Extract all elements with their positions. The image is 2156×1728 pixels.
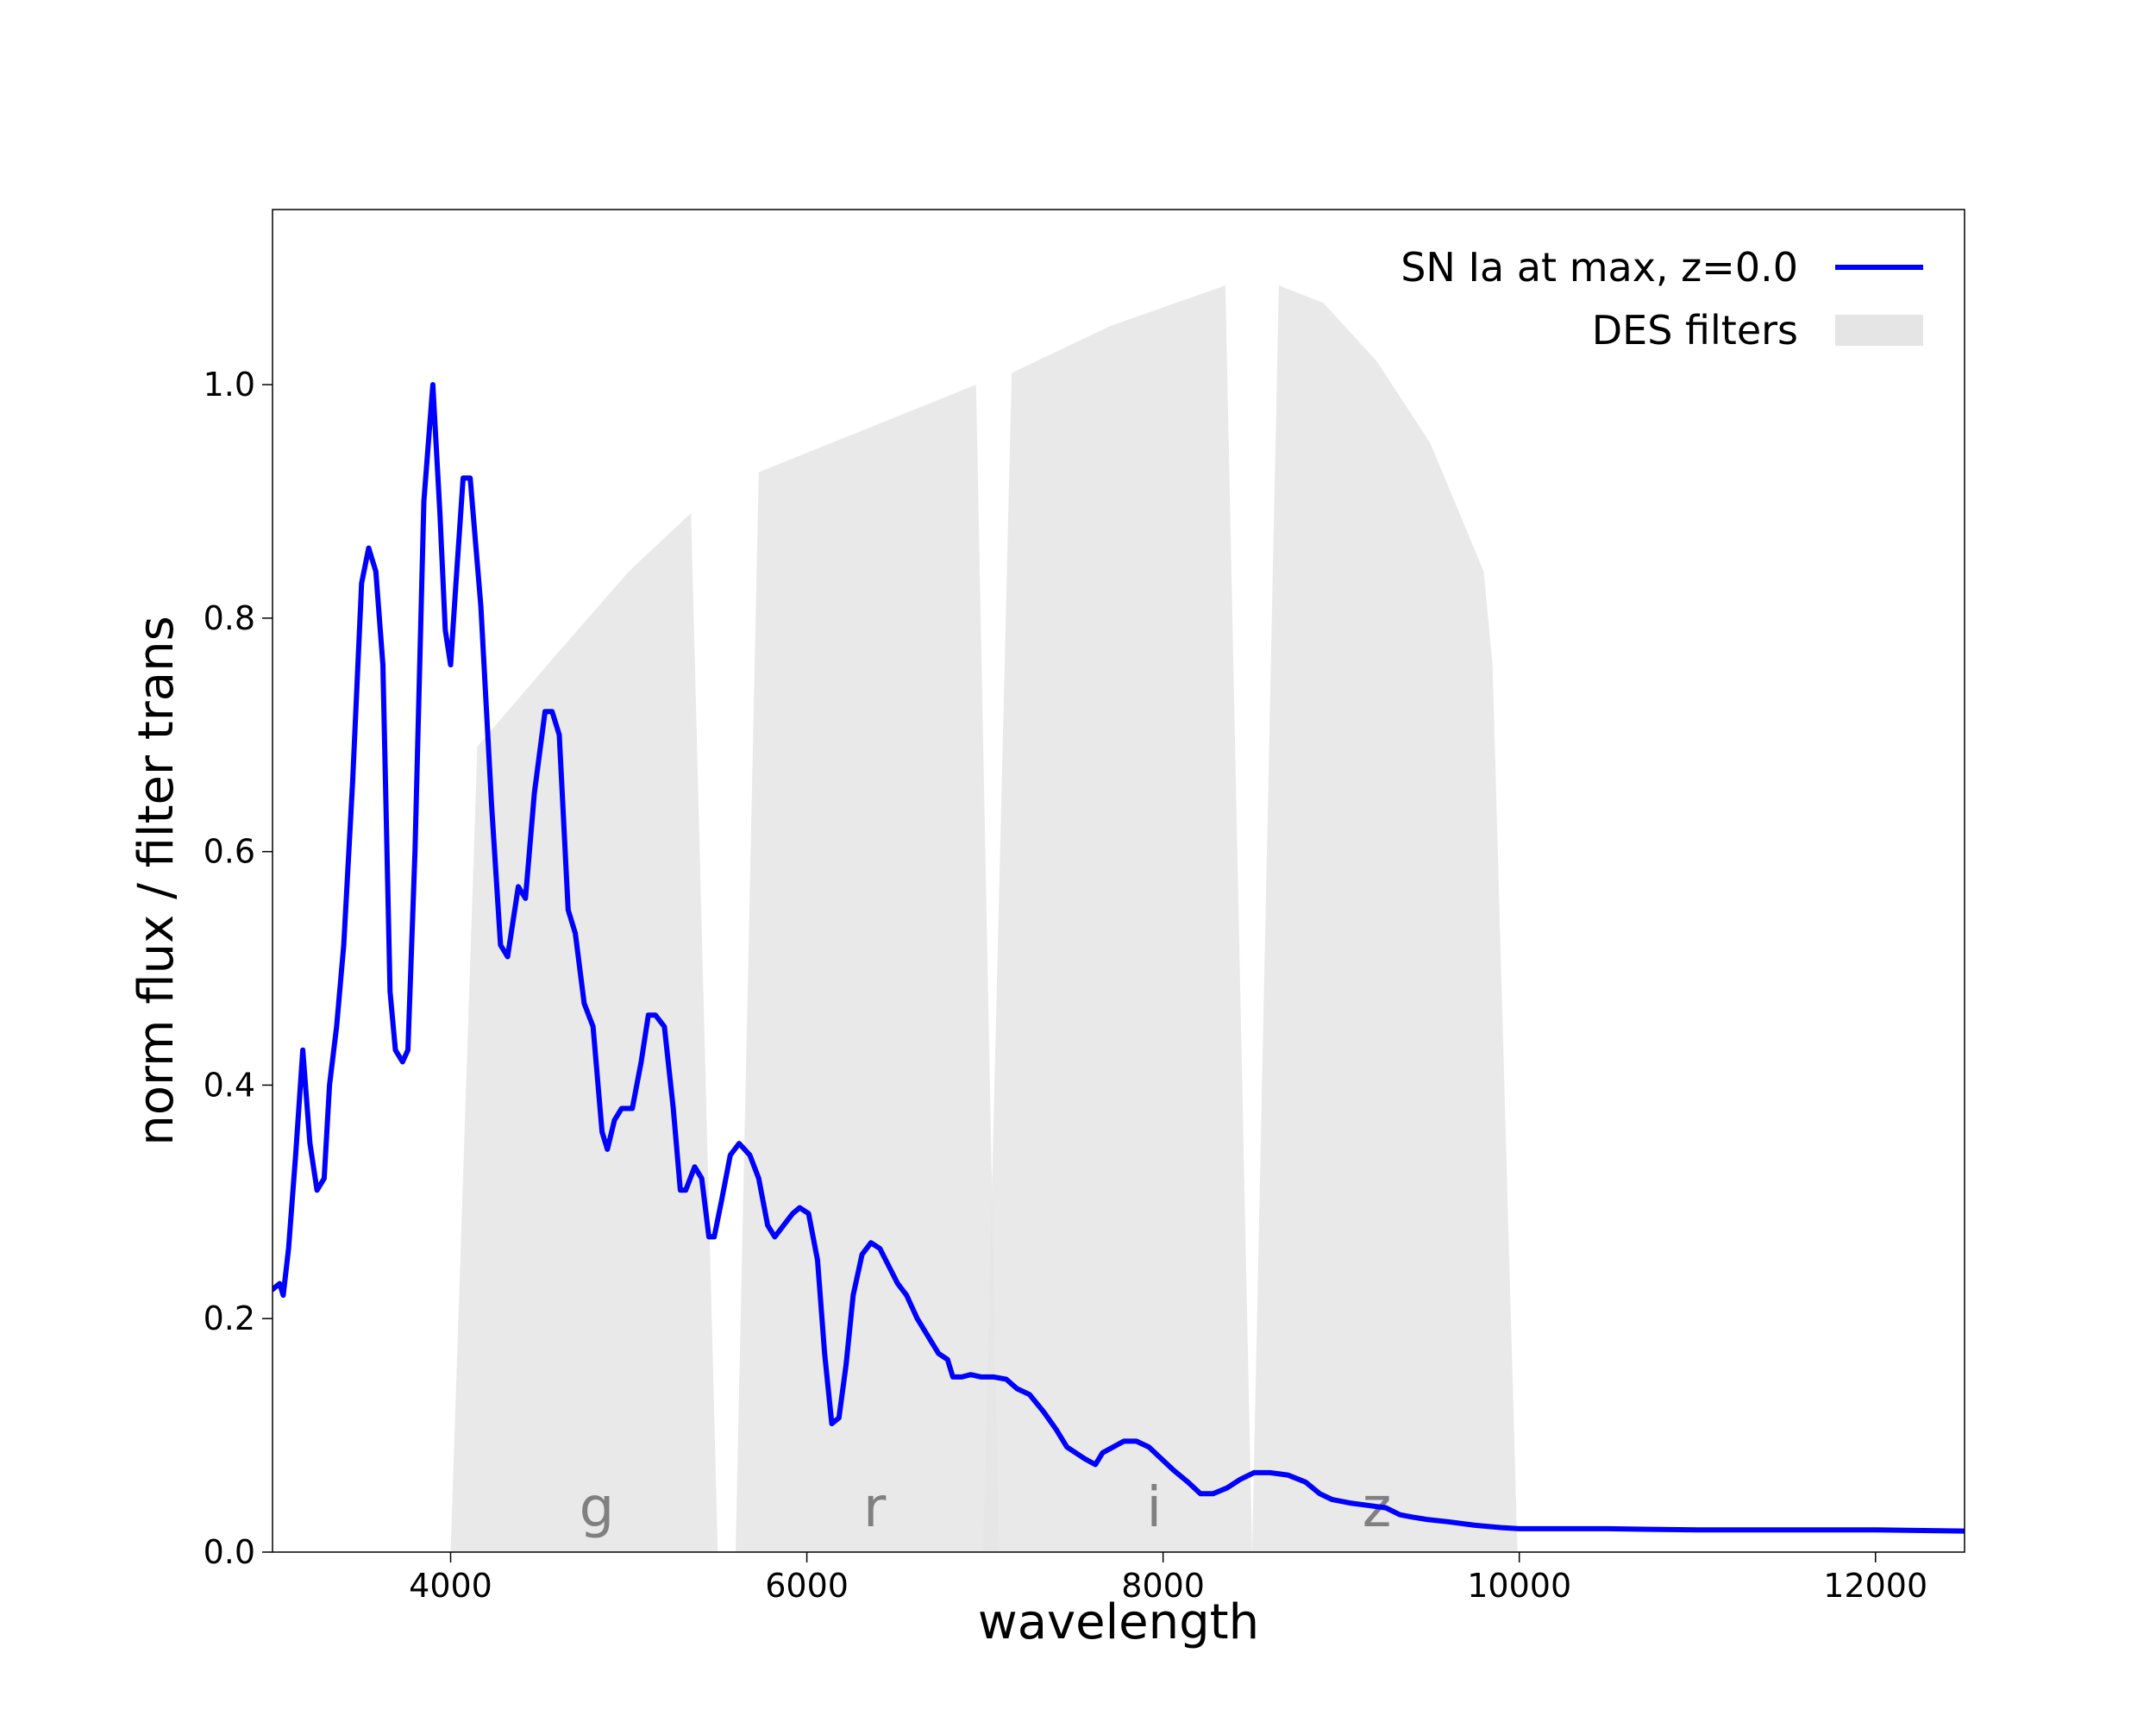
y-tick-label: 0.6 bbox=[204, 833, 255, 871]
x-axis-label: wavelength bbox=[978, 1594, 1259, 1650]
series-layer bbox=[273, 382, 1965, 1534]
y-tick-label: 1.0 bbox=[204, 366, 255, 404]
x-tick-label: 12000 bbox=[1823, 1567, 1927, 1605]
x-axis: 4000 6000 8000 10000 12000 bbox=[409, 1552, 1927, 1605]
y-tick-label: 0.0 bbox=[204, 1533, 255, 1571]
filter-label-g: g bbox=[580, 1476, 615, 1540]
filter-band-g bbox=[450, 513, 718, 1552]
filter-band-r bbox=[736, 385, 1000, 1553]
plot-frame bbox=[272, 209, 1965, 1553]
filter-band-i bbox=[983, 285, 1252, 1552]
legend: SN Ia at max, z=0.0 DES filters bbox=[1401, 244, 1923, 354]
y-tick-label: 0.4 bbox=[204, 1066, 255, 1104]
legend-patch-swatch bbox=[1835, 315, 1923, 346]
filter-band-z bbox=[1251, 285, 1518, 1552]
y-axis: 0.0 0.2 0.4 0.6 0.8 1.0 bbox=[204, 366, 273, 1571]
y-tick-label: 0.2 bbox=[204, 1299, 255, 1337]
filter-label-i: i bbox=[1146, 1476, 1162, 1540]
x-tick-label: 10000 bbox=[1467, 1567, 1571, 1605]
x-tick-label: 4000 bbox=[409, 1567, 492, 1605]
series-line-sn-ia bbox=[273, 382, 1965, 1534]
legend-label: SN Ia at max, z=0.0 bbox=[1401, 244, 1798, 291]
y-axis-label: norm flux / filter trans bbox=[128, 616, 185, 1146]
filter-label-r: r bbox=[863, 1476, 887, 1540]
x-tick-label: 6000 bbox=[765, 1567, 849, 1605]
filters-layer bbox=[450, 285, 1518, 1553]
legend-label: DES filters bbox=[1592, 307, 1798, 354]
y-tick-label: 0.8 bbox=[204, 599, 255, 637]
x-tick-label: 8000 bbox=[1121, 1567, 1205, 1605]
